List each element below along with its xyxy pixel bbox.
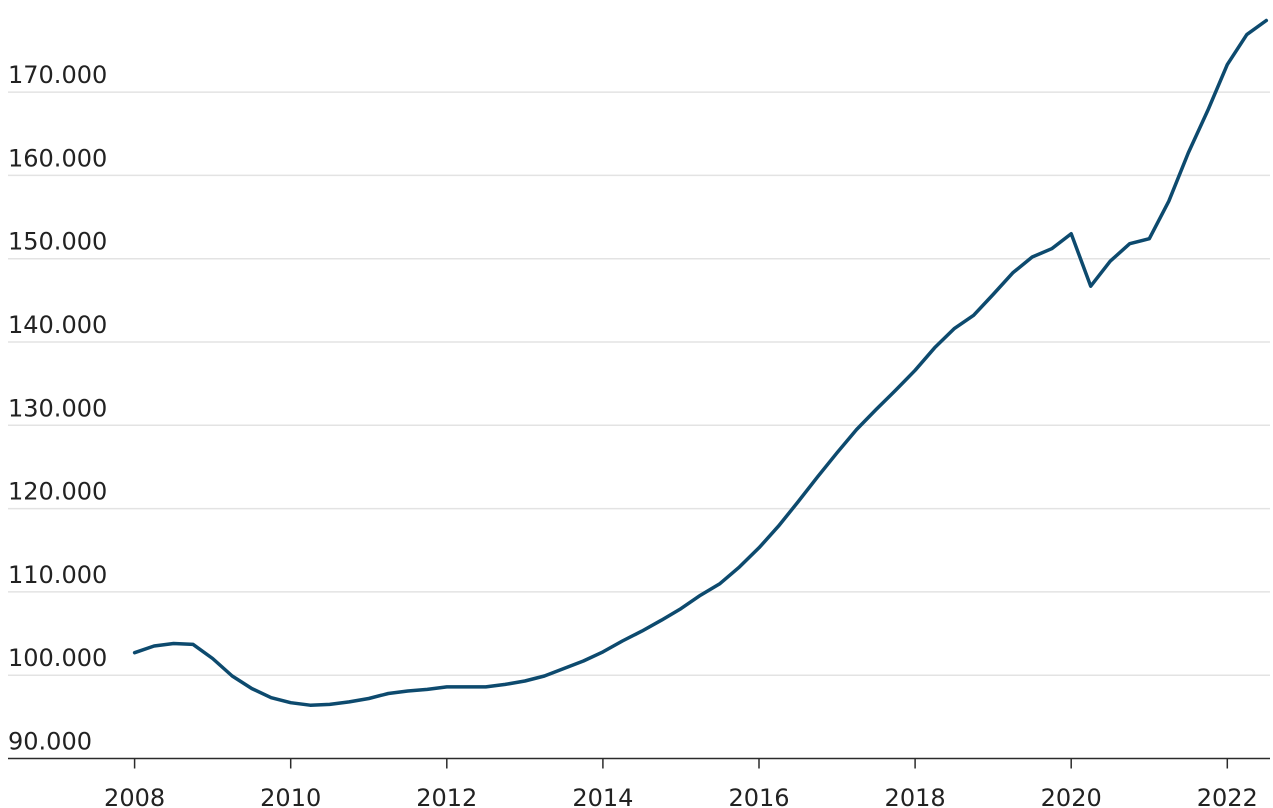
y-tick-label: 170.000 xyxy=(8,61,107,89)
x-tick-label: 2018 xyxy=(885,784,946,808)
y-tick-label: 100.000 xyxy=(8,644,107,672)
y-tick-label: 130.000 xyxy=(8,394,107,422)
y-tick-label: 150.000 xyxy=(8,228,107,256)
y-tick-label: 110.000 xyxy=(8,561,107,589)
y-axis-labels: 90.000 100.000 110.000 120.000 130.000 140.00… xyxy=(8,61,107,755)
y-tick-label: 140.000 xyxy=(8,311,107,339)
series-line-0 xyxy=(132,18,1269,707)
y-tick-label: 90.000 xyxy=(8,728,92,756)
x-axis-ticks xyxy=(133,758,1229,769)
y-tick-label: 160.000 xyxy=(8,144,107,172)
y-tick-label: 120.000 xyxy=(8,478,107,506)
x-tick-label: 2008 xyxy=(104,784,165,808)
x-tick-label: 2016 xyxy=(728,784,789,808)
x-axis-labels: 2008 2010 2012 2014 2016 2018 2020 2022 xyxy=(104,784,1258,808)
gridlines xyxy=(8,91,1270,676)
x-tick-label: 2014 xyxy=(572,784,633,808)
x-tick-label: 2022 xyxy=(1197,784,1258,808)
x-tick-label: 2020 xyxy=(1041,784,1102,808)
x-tick-label: 2010 xyxy=(260,784,321,808)
series-lines xyxy=(132,18,1269,707)
x-tick-label: 2012 xyxy=(416,784,477,808)
